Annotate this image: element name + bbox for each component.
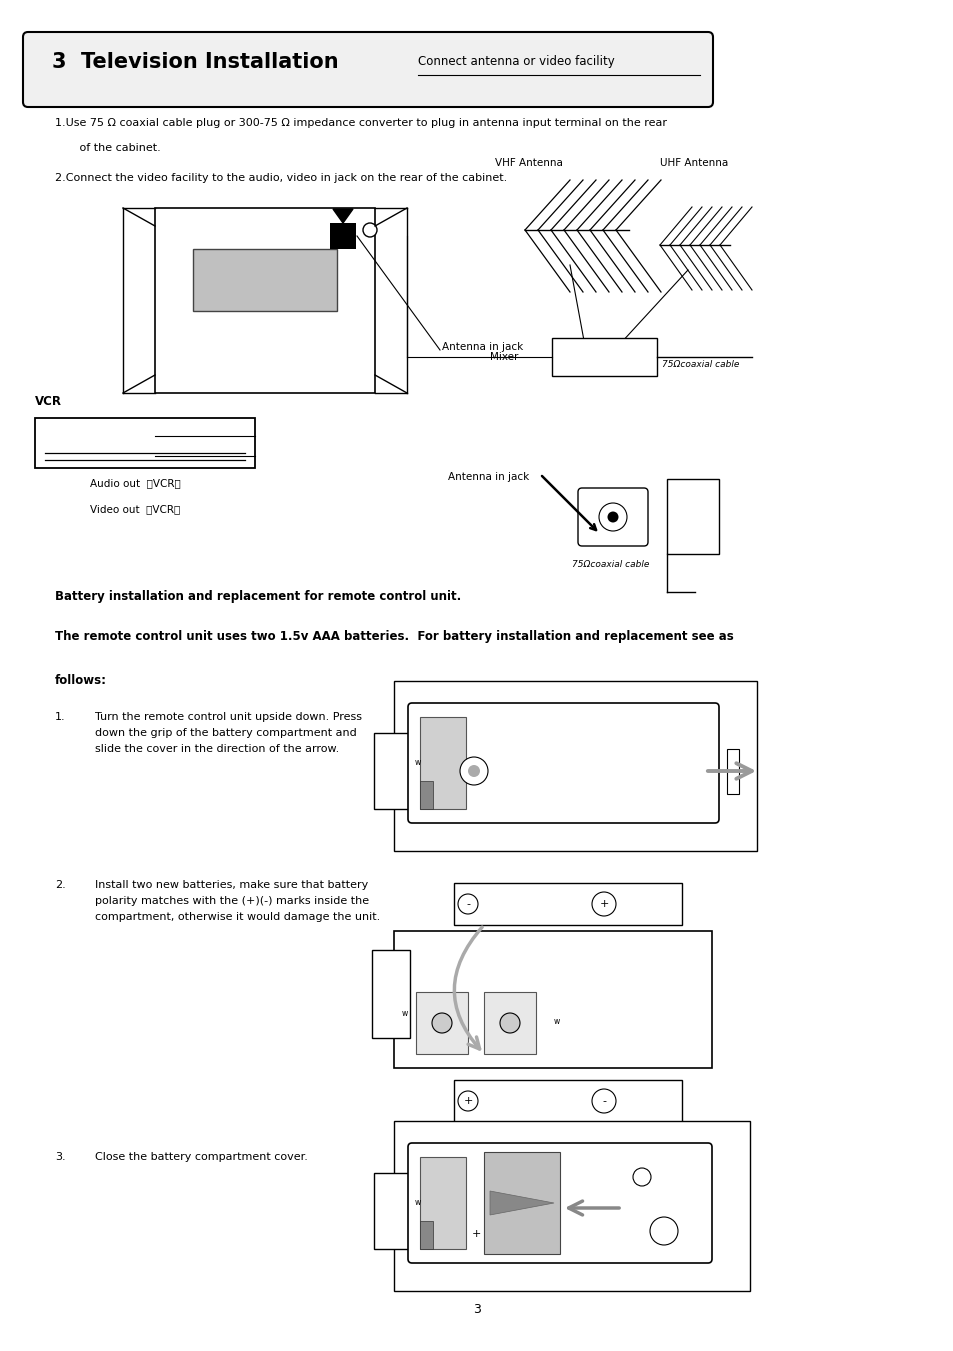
Circle shape [468, 765, 479, 777]
Text: w: w [415, 1198, 421, 1206]
Bar [726, 748, 739, 794]
Text: +: + [463, 1096, 472, 1106]
Circle shape [649, 1217, 678, 1246]
Bar [374, 1173, 409, 1250]
Bar [154, 208, 375, 393]
Text: 1.Use 75 Ω coaxial cable plug or 300-75 Ω impedance converter to plug in antenna: 1.Use 75 Ω coaxial cable plug or 300-75 … [55, 118, 666, 128]
Circle shape [457, 1092, 477, 1111]
FancyBboxPatch shape [408, 703, 719, 823]
Bar [372, 950, 410, 1038]
Text: w: w [554, 1017, 559, 1025]
Text: Install two new batteries, make sure that battery
polarity matches with the (+)(: Install two new batteries, make sure tha… [95, 880, 380, 921]
Text: The remote control unit uses two 1.5v AAA batteries.  For battery installation a: The remote control unit uses two 1.5v AA… [55, 630, 733, 643]
Circle shape [607, 512, 618, 523]
Text: Turn the remote control unit upside down. Press
down the grip of the battery com: Turn the remote control unit upside down… [95, 712, 361, 754]
Bar [419, 1221, 433, 1250]
Circle shape [598, 503, 626, 531]
Text: of the cabinet.: of the cabinet. [55, 143, 161, 153]
Bar [419, 717, 465, 809]
Circle shape [459, 757, 488, 785]
Text: Audio out  （VCR）: Audio out （VCR） [90, 478, 180, 488]
Bar [454, 884, 681, 925]
Bar [552, 338, 657, 376]
Text: Video out  （VCR）: Video out （VCR） [90, 504, 180, 513]
Text: UHF Antenna: UHF Antenna [659, 158, 727, 168]
Text: Connect antenna or video facility: Connect antenna or video facility [417, 55, 614, 69]
Text: 2.: 2. [55, 880, 66, 890]
Text: 75Ωcoaxial cable: 75Ωcoaxial cable [572, 561, 649, 569]
Text: Battery installation and replacement for remote control unit.: Battery installation and replacement for… [55, 590, 460, 603]
Bar [35, 417, 254, 467]
Bar [394, 681, 757, 851]
Text: 3: 3 [473, 1302, 480, 1316]
Circle shape [432, 1013, 452, 1034]
Polygon shape [490, 1192, 554, 1215]
Text: 2.Connect the video facility to the audio, video in jack on the rear of the cabi: 2.Connect the video facility to the audi… [55, 173, 507, 182]
Circle shape [363, 223, 376, 236]
FancyBboxPatch shape [23, 32, 712, 107]
Text: Antenna in jack: Antenna in jack [441, 342, 522, 353]
Text: 1.: 1. [55, 712, 66, 721]
Bar [416, 992, 468, 1054]
Text: follows:: follows: [55, 674, 107, 688]
Bar [483, 992, 536, 1054]
Polygon shape [483, 1152, 559, 1254]
Bar [454, 1079, 681, 1121]
Text: +: + [598, 898, 608, 909]
Circle shape [592, 1089, 616, 1113]
Bar [419, 781, 433, 809]
Text: w: w [415, 758, 421, 767]
Text: -: - [601, 1096, 605, 1106]
Bar [330, 223, 355, 249]
FancyBboxPatch shape [578, 488, 647, 546]
Bar [394, 931, 711, 1069]
Text: VCR: VCR [35, 394, 62, 408]
Text: Close the battery compartment cover.: Close the battery compartment cover. [95, 1152, 308, 1162]
Circle shape [633, 1169, 650, 1186]
Circle shape [457, 894, 477, 915]
Polygon shape [333, 209, 353, 223]
Bar [419, 1156, 465, 1250]
Text: Mixer: Mixer [490, 353, 517, 362]
Bar [193, 249, 336, 311]
Text: Antenna in jack: Antenna in jack [448, 471, 529, 482]
Text: 75Ωcoaxial cable: 75Ωcoaxial cable [661, 359, 739, 369]
Bar [666, 480, 719, 554]
Text: -: - [465, 898, 470, 909]
Text: 3.: 3. [55, 1152, 66, 1162]
Text: +: + [472, 1229, 481, 1239]
Circle shape [499, 1013, 519, 1034]
Text: VHF Antenna: VHF Antenna [495, 158, 562, 168]
FancyBboxPatch shape [408, 1143, 711, 1263]
Circle shape [592, 892, 616, 916]
Text: w: w [401, 1009, 408, 1019]
Text: 3  Television Installation: 3 Television Installation [52, 51, 338, 72]
Bar [374, 732, 409, 809]
Bar [394, 1121, 749, 1292]
